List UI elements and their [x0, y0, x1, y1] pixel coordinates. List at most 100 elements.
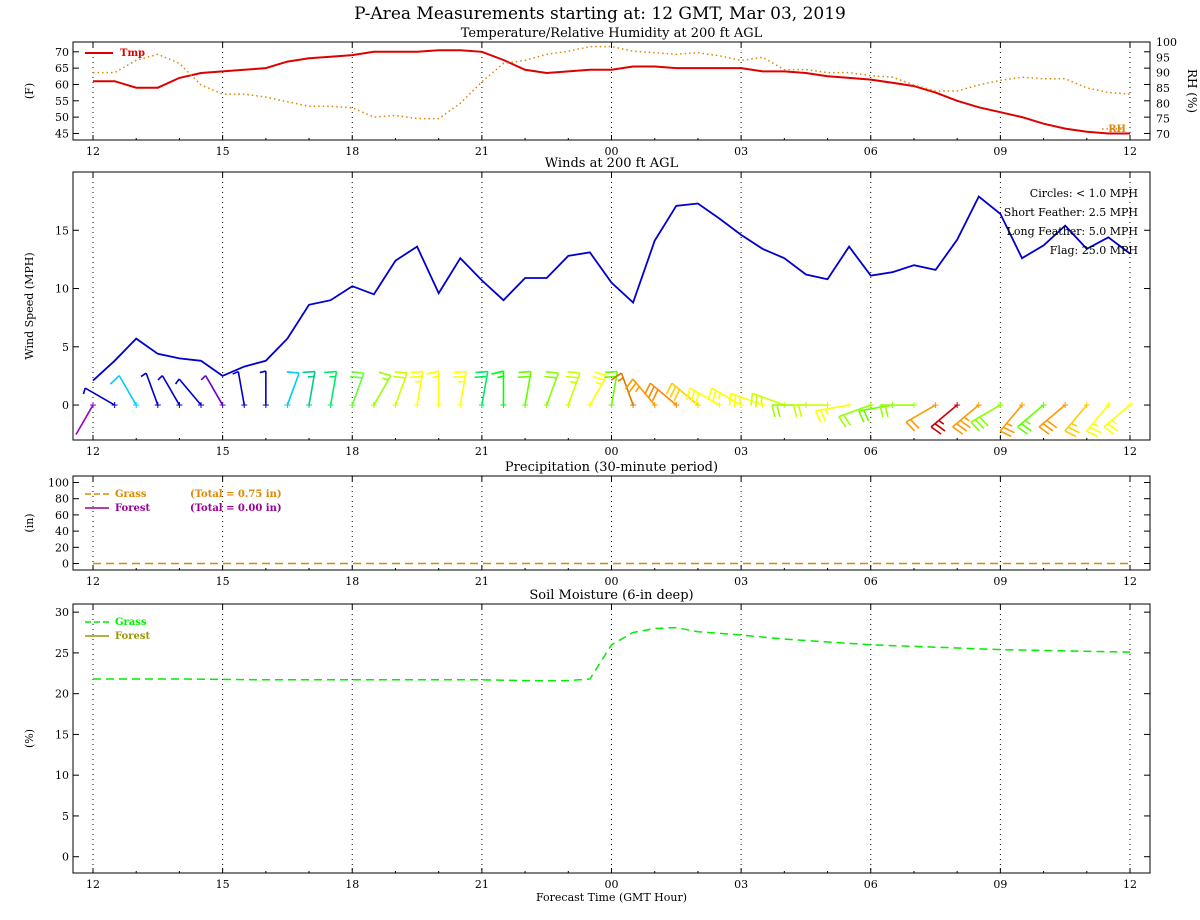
barb-feather-long [979, 416, 989, 427]
y-tick-label: 55 [55, 95, 69, 108]
x-tick-label: 03 [734, 575, 748, 588]
y-tick-label: 10 [55, 769, 69, 782]
barb-feather-long [959, 419, 971, 429]
wind-barb [109, 375, 140, 409]
panel-title: Soil Moisture (6-in deep) [529, 588, 693, 603]
wind-barb [792, 402, 831, 418]
y-tick-label: 45 [55, 127, 69, 140]
x-tick-label: 12 [86, 878, 100, 891]
x-tick-label: 12 [1123, 145, 1137, 158]
panel-2: Winds at 200 ft AGL 12 15 18 21 00 03 06 09 12 0 5 1… [23, 156, 1151, 458]
barb-staff [204, 375, 224, 406]
legend-label-rh: RH [1108, 124, 1126, 135]
barb-feather-long [930, 426, 942, 435]
wind-barb [644, 382, 680, 409]
barb-feather-long [565, 375, 579, 379]
barb-feather-long [838, 416, 847, 428]
wind-barb [302, 370, 316, 409]
x-tick-label: 21 [475, 445, 489, 458]
barb-feather-long [842, 414, 852, 426]
barb-feather-short [200, 375, 207, 381]
wind-barb [952, 402, 982, 435]
barb-feather-long [970, 421, 981, 432]
y-axis-label: Wind Speed (MPH) [23, 252, 36, 359]
legend-label-grass: Grass [115, 489, 147, 500]
barb-feather-short [635, 386, 640, 393]
barb-feather-long [1002, 426, 1015, 434]
barb-feather-long [1038, 426, 1050, 435]
x-tick-label: 15 [216, 878, 230, 891]
barb-feather-long [905, 421, 916, 432]
barb-feather-long [628, 382, 637, 394]
y-right-tick-label: 80 [1156, 97, 1170, 110]
barb-feather-short [570, 381, 577, 384]
y-tick-label: 10 [55, 283, 69, 296]
panel-3: Precipitation (30-minute period) 12 15 18 21… [23, 460, 1151, 588]
series-line-tmp [93, 49, 1130, 135]
barb-feather-long [302, 370, 316, 374]
barb-feather-long [610, 372, 622, 381]
y-tick-label: 60 [55, 509, 69, 522]
y-axis-label: (%) [23, 729, 36, 748]
barb-feather-long [673, 389, 681, 402]
barb-feather-long [651, 389, 659, 402]
barb-feather-long [1107, 423, 1119, 432]
barb-feather-long [934, 423, 946, 432]
y-right-tick-label: 70 [1156, 128, 1170, 141]
x-tick-label: 09 [993, 445, 1007, 458]
wind-barb [565, 371, 581, 409]
x-tick-label: 09 [993, 878, 1007, 891]
x-tick-label: 21 [475, 575, 489, 588]
y-right-tick-label: 75 [1156, 113, 1170, 126]
x-tick-label: 06 [864, 445, 878, 458]
barb-feather-long [797, 404, 803, 418]
series-line-rh [93, 45, 1131, 120]
barb-feather-long [1064, 430, 1077, 438]
barb-staff [237, 371, 246, 406]
x-tick-label: 06 [864, 145, 878, 158]
barb-feather-long [974, 418, 985, 429]
barb-feather-long [863, 409, 870, 422]
barb-feather-long [517, 375, 531, 379]
barb-feather-long [394, 371, 408, 374]
barb-feather-short [717, 392, 722, 400]
barb-feather-long [644, 382, 651, 395]
panel-4: Soil Moisture (6-in deep) 12 15 18 21 00 03 06 0… [23, 588, 1151, 904]
barb-feather-short [938, 419, 945, 425]
legend-total-forest: (Total = 0.00 in) [190, 503, 282, 514]
barb-feather-long [351, 371, 364, 374]
wind-barb [474, 370, 489, 409]
barb-feather-short [140, 372, 147, 378]
barb-feather-long [426, 370, 439, 375]
wind-barb [1017, 402, 1047, 435]
barb-feather-long [109, 375, 120, 385]
wind-barb [610, 372, 637, 409]
x-tick-label: 03 [734, 145, 748, 158]
x-tick-label: 06 [864, 575, 878, 588]
plots: Temperature/Relative Humidity at 200 ft … [23, 26, 1199, 904]
barb-feather-long [1089, 426, 1102, 434]
y-axis-label: (F) [23, 83, 36, 99]
y-tick-label: 5 [62, 341, 69, 354]
wind-barb [838, 402, 874, 428]
legend-label-forest: Forest [115, 503, 150, 514]
y-tick-label: 0 [62, 399, 69, 412]
barb-feather-short [497, 375, 504, 379]
x-tick-label: 06 [864, 878, 878, 891]
y-tick-label: 5 [62, 810, 69, 823]
y-tick-label: 25 [55, 647, 69, 660]
x-tick-label: 18 [345, 445, 359, 458]
barb-feather-long [475, 370, 488, 374]
wind-barb [517, 370, 532, 409]
barb-feather-short [760, 396, 763, 404]
y-tick-label: 0 [62, 851, 69, 864]
x-tick-label: 00 [605, 145, 619, 158]
x-tick-label: 12 [86, 575, 100, 588]
barb-feather-short [1111, 419, 1118, 425]
wind-barb [426, 370, 442, 409]
barb-feather-long [771, 404, 776, 418]
wind-barb [970, 402, 1004, 432]
y-tick-label: 40 [55, 525, 69, 538]
wind-barb [814, 402, 853, 423]
y-tick-label: 20 [55, 688, 69, 701]
